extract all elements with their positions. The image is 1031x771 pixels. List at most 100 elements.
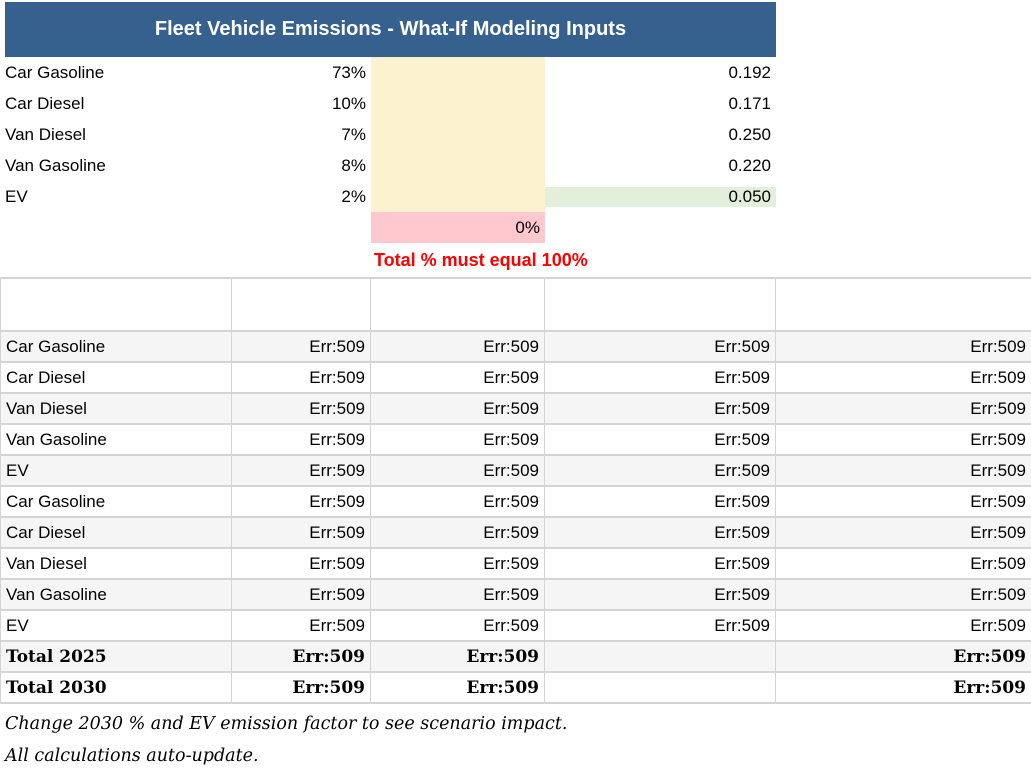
err-cell: Err:509	[776, 425, 1031, 456]
input-row-label: Car Diesel	[5, 93, 85, 113]
results-table: Car Gasoline Err:509 Err:509 Err:509 Err…	[0, 277, 1031, 704]
err-cell: Err:509	[545, 425, 776, 456]
err-cell: Err:509	[776, 518, 1031, 549]
err-cell: Err:509	[232, 580, 371, 611]
header-cell	[232, 279, 371, 332]
err-cell: Err:509	[545, 332, 776, 363]
total-pct-cell: 0%	[371, 212, 545, 243]
table-row: Van Diesel Err:509 Err:509 Err:509 Err:5…	[1, 394, 1031, 425]
emission-factor-cell[interactable]: 0.220	[728, 155, 771, 175]
err-cell: Err:509	[776, 394, 1031, 425]
input-highlight-cell[interactable]	[371, 150, 545, 181]
table-row: Car Gasoline Err:509 Err:509 Err:509 Err…	[1, 487, 1031, 518]
total-2030-row: Total 2030 Err:509 Err:509 Err:509	[1, 673, 1031, 704]
table-row: EV Err:509 Err:509 Err:509 Err:509	[1, 611, 1031, 642]
table-row: Car Gasoline Err:509 Err:509 Err:509 Err…	[1, 332, 1031, 363]
err-cell: Err:509	[545, 580, 776, 611]
row-label-cell: Car Diesel	[1, 518, 232, 549]
err-cell: Err:509	[371, 673, 545, 704]
err-cell: Err:509	[545, 394, 776, 425]
input-highlight-cell[interactable]	[371, 181, 545, 212]
fleet-pct-cell[interactable]: 7%	[341, 124, 366, 144]
row-label-cell: Van Diesel	[1, 394, 232, 425]
fleet-pct-cell[interactable]: 8%	[341, 155, 366, 175]
row-label-cell: Van Gasoline	[1, 580, 232, 611]
row-label-cell: EV	[1, 611, 232, 642]
ev-emission-factor-cell[interactable]: 0.050	[545, 186, 776, 207]
fleet-pct-cell[interactable]: 2%	[341, 186, 366, 206]
total-2025-row: Total 2025 Err:509 Err:509 Err:509	[1, 642, 1031, 673]
err-cell: Err:509	[371, 425, 545, 456]
err-cell: Err:509	[776, 332, 1031, 363]
row-label-cell: Van Gasoline	[1, 425, 232, 456]
emission-factor-cell[interactable]: 0.171	[728, 93, 771, 113]
err-cell: Err:509	[776, 642, 1031, 673]
err-cell: Err:509	[545, 611, 776, 642]
err-cell: Err:509	[776, 611, 1031, 642]
input-highlight-cell[interactable]	[371, 88, 545, 119]
err-cell: Err:509	[232, 487, 371, 518]
err-cell: Err:509	[232, 642, 371, 673]
input-highlight-cell[interactable]	[371, 57, 545, 88]
empty-cell	[545, 673, 776, 704]
err-cell: Err:509	[545, 363, 776, 394]
input-row: Van Gasoline 8% 0.220	[0, 150, 1031, 181]
err-cell: Err:509	[371, 363, 545, 394]
header-cell	[545, 279, 776, 332]
validation-row: Total % must equal 100%	[0, 243, 1031, 277]
emission-factor-cell[interactable]: 0.250	[728, 124, 771, 144]
err-cell: Err:509	[371, 332, 545, 363]
note-line: Change 2030 % and EV emission factor to …	[5, 714, 568, 734]
err-cell: Err:509	[776, 549, 1031, 580]
table-row: Car Diesel Err:509 Err:509 Err:509 Err:5…	[1, 518, 1031, 549]
validation-message: Total % must equal 100%	[374, 249, 588, 270]
page-title: Fleet Vehicle Emissions - What-If Modeli…	[154, 18, 627, 40]
note-line: All calculations auto-update.	[5, 746, 259, 766]
emission-factor-cell[interactable]: 0.192	[728, 62, 771, 82]
err-cell: Err:509	[371, 580, 545, 611]
table-row: Car Diesel Err:509 Err:509 Err:509 Err:5…	[1, 363, 1031, 394]
err-cell: Err:509	[232, 611, 371, 642]
err-cell: Err:509	[371, 394, 545, 425]
err-cell: Err:509	[232, 456, 371, 487]
err-cell: Err:509	[545, 487, 776, 518]
row-label-cell: Van Diesel	[1, 549, 232, 580]
err-cell: Err:509	[232, 549, 371, 580]
fleet-pct-cell[interactable]: 10%	[331, 93, 366, 113]
footnotes: Change 2030 % and EV emission factor to …	[5, 714, 1031, 766]
sheet-title-banner: Fleet Vehicle Emissions - What-If Modeli…	[5, 2, 776, 57]
err-cell: Err:509	[232, 394, 371, 425]
err-cell: Err:509	[776, 673, 1031, 704]
input-row: Car Gasoline 73% 0.192	[0, 57, 1031, 88]
input-row-label: Van Gasoline	[5, 155, 106, 175]
row-label-cell: Car Gasoline	[1, 487, 232, 518]
header-cell	[371, 279, 545, 332]
input-highlight-cell[interactable]	[371, 119, 545, 150]
empty-cell	[545, 642, 776, 673]
err-cell: Err:509	[232, 673, 371, 704]
input-row-label: Car Gasoline	[5, 62, 105, 82]
row-label-cell: Total 2030	[1, 673, 232, 704]
err-cell: Err:509	[371, 611, 545, 642]
table-row: Van Gasoline Err:509 Err:509 Err:509 Err…	[1, 580, 1031, 611]
results-header-row	[1, 279, 1031, 332]
err-cell: Err:509	[776, 487, 1031, 518]
err-cell: Err:509	[371, 642, 545, 673]
err-cell: Err:509	[232, 363, 371, 394]
input-row-label: EV	[5, 186, 28, 206]
row-label-cell: Car Gasoline	[1, 332, 232, 363]
fleet-pct-cell[interactable]: 73%	[331, 62, 366, 82]
err-cell: Err:509	[776, 363, 1031, 394]
err-cell: Err:509	[776, 580, 1031, 611]
err-cell: Err:509	[776, 456, 1031, 487]
err-cell: Err:509	[232, 518, 371, 549]
total-pct-row: 0%	[0, 212, 1031, 243]
row-label-cell: EV	[1, 456, 232, 487]
err-cell: Err:509	[371, 518, 545, 549]
err-cell: Err:509	[371, 549, 545, 580]
input-row: Van Diesel 7% 0.250	[0, 119, 1031, 150]
row-label-cell: Car Diesel	[1, 363, 232, 394]
header-cell	[776, 279, 1031, 332]
table-row: Van Diesel Err:509 Err:509 Err:509 Err:5…	[1, 549, 1031, 580]
